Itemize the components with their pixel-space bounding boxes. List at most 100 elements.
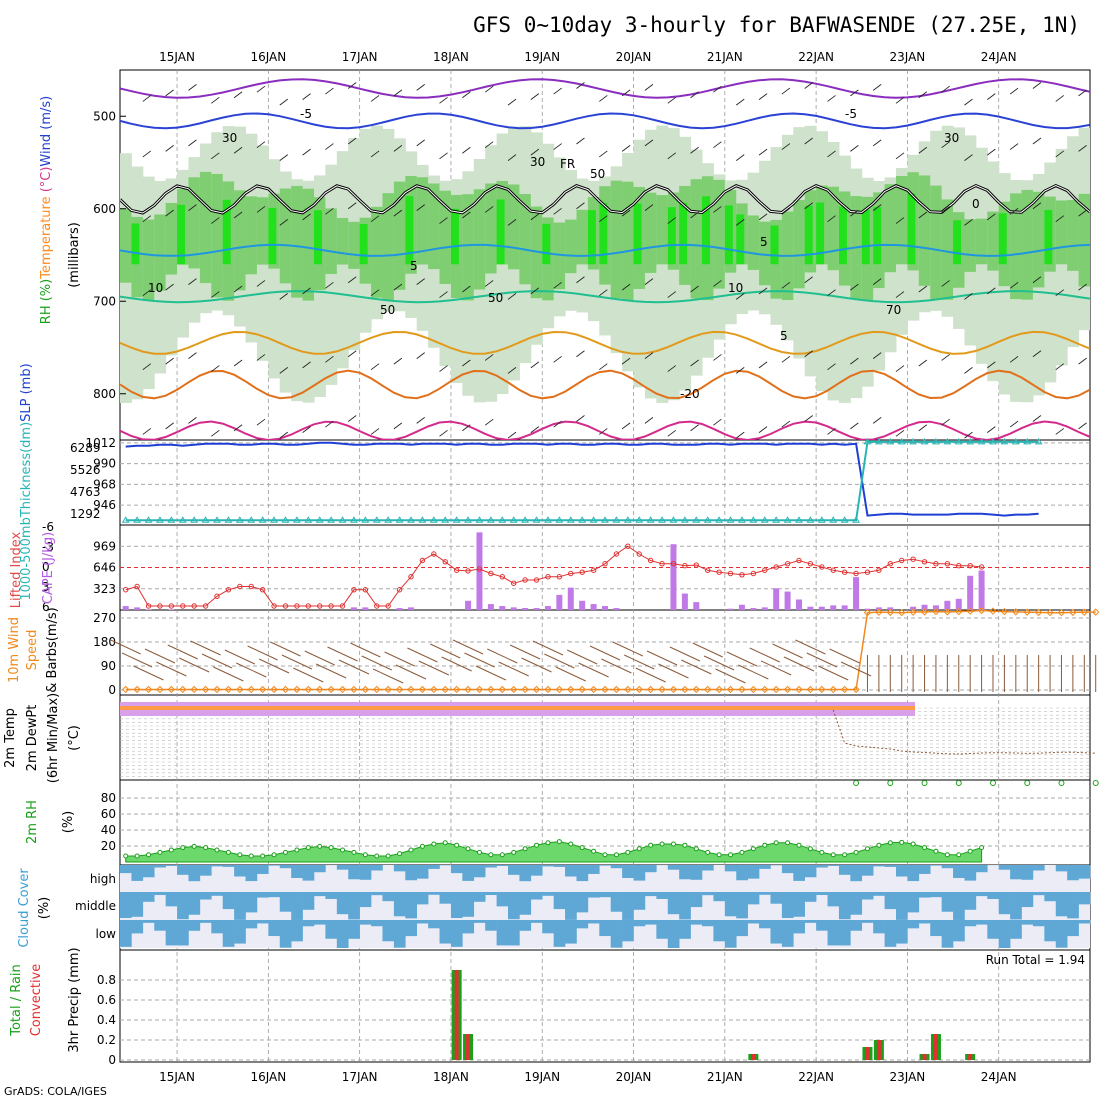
cloud-cover-cell [450,892,463,919]
slp-series-line [125,441,1039,517]
axis-label-part: 10m Wind [7,617,22,683]
thickness-marker [258,516,267,523]
rh-band [565,219,577,274]
wind-speed-marker [270,685,278,694]
cloud-cover-cell [336,892,349,915]
wind-ylabel2: Speed [25,630,40,671]
lifted-index-marker [168,603,175,609]
pressure-tick: 800 [93,387,116,401]
wind-barb [188,83,197,91]
axis-label-part: Cloud Cover [17,868,32,948]
cloud-cover-cell [519,920,532,931]
wind-barb-10m [418,660,450,676]
thickness-marker [932,437,940,445]
lifted-index-marker [750,570,757,577]
wind-speed-marker [1023,608,1031,616]
wind-barb [850,89,859,97]
cloud-cover-cell [622,865,634,879]
wind-barb [507,293,517,300]
lifted-index-marker [762,567,768,573]
wind-barb [964,431,973,439]
cloud-cover-cell [508,865,520,875]
rh-core [873,207,882,265]
wind-barb [987,213,996,221]
bottom-date-label: 15JAN [159,1070,195,1084]
cape-bar [807,606,814,610]
wind-barb [690,285,699,293]
rh-marker [511,849,517,855]
rh-marker [716,852,722,858]
cloud-cover-cell [576,920,589,929]
cloud-cover-cell [553,892,566,910]
lifted-index-marker [202,603,209,609]
lifted-index-marker [784,561,791,567]
wind-barb [211,291,220,298]
wind-speed-marker [772,685,780,694]
rh-marker [933,848,939,854]
axis-label-part: Total / Rain [9,964,24,1037]
thickness-marker [532,516,541,523]
cloud-cover-cell [884,892,897,910]
lifted-index-marker [123,587,129,593]
cloud-cover-cell [804,865,817,878]
wind-barb [1032,82,1042,89]
wind-barb [872,83,882,91]
contour-label: 70 [886,303,901,317]
rh-band [1078,193,1090,287]
temp-contour-minus10 [120,78,1090,99]
cloud-cover-cell [450,865,463,874]
thickness-tick: 1292 [70,507,101,521]
rh-marker [796,842,802,848]
thickness-marker [235,516,244,523]
cloud-cover-cell [861,865,874,876]
thickness-marker [715,516,724,523]
lifted-index-marker [259,587,266,593]
wind-barb [941,418,950,426]
cloud-cover-cell [667,892,680,915]
temp-ylabel4: (°C) [67,725,82,751]
cloud-cover-cell [587,865,600,874]
thickness-marker [407,516,415,523]
wind-barb [1009,355,1019,363]
wind-barb [1078,89,1087,97]
thickness-marker [909,437,918,445]
cape-bar [773,588,780,610]
rh-marker [705,849,711,855]
cloud-cover-cell [120,865,132,874]
cloud-cover-cell [428,920,440,929]
cloud-cover-cell [941,865,954,869]
cloud-cover-cell [918,865,931,874]
rh-marker [773,840,779,846]
rh-ylabel1: 2m RH [25,800,40,844]
slp-ylabel: 1000-500mbThickness(dm)SLP (mb) [19,363,34,600]
cloud-cover-cell [907,865,920,882]
cloud-cover-cell [256,920,269,924]
wind-barb [804,82,813,89]
rh-tick: 20 [101,839,116,853]
wind-barb [1032,350,1042,358]
wind-speed-marker [863,608,872,617]
wind-barb [644,278,654,285]
wind-barb [941,85,950,93]
wind-barb-10m [726,651,758,667]
wind-speed-marker [909,608,917,616]
axis-label-part: Convective [29,964,44,1037]
lifted-index-marker [214,593,220,599]
cloud-cover-cell [896,892,908,920]
axis-label-part: (°C) [67,725,82,751]
rh-core [405,196,414,265]
rh-core [268,207,277,265]
wind-barb [188,352,197,359]
wind-barb-10m [783,656,815,672]
lifted-index-marker [225,587,232,593]
rh-band [759,221,771,286]
wind-barb [781,87,791,95]
thickness-marker [817,516,826,523]
wind-speed-marker [783,685,792,694]
wind-barb [302,426,311,433]
lifted-index-marker [705,567,711,573]
rh-band [154,214,167,291]
wind-barb [256,141,266,149]
wind-barb [393,145,403,152]
cloud-cover-cell [553,920,566,947]
